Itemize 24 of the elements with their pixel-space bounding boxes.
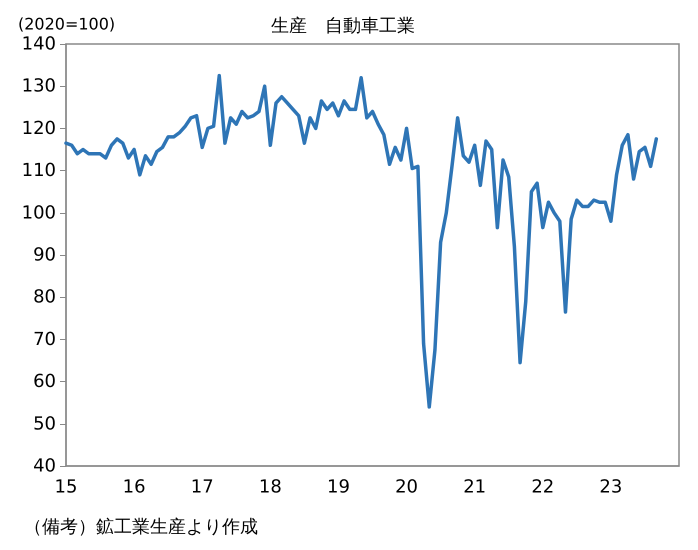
y-axis-title: (2020=100) [18,14,116,34]
x-tick-label: 20 [395,476,418,498]
x-tick-label: 16 [122,476,146,498]
y-tick-label: 130 [22,76,56,97]
text: （備考）鉱工業生産より作成 [24,516,258,538]
y-tick-label: 70 [33,328,56,350]
y-tick-label: 140 [22,34,56,54]
y-tick-label: 60 [33,371,56,392]
y-tick-label: 120 [22,118,56,139]
x-tick-label: 17 [190,476,214,498]
x-tick-label: 15 [54,476,78,498]
x-tick-label: 19 [326,476,350,498]
y-tick-label: 50 [33,413,56,434]
line-series [64,74,658,409]
y-tick-label: 90 [33,244,56,266]
y-tick-label: 80 [33,286,56,308]
chart-title: 生産 自動車工業 [271,16,415,36]
y-tick-label: 100 [22,202,56,224]
x-tick-label: 21 [463,476,486,498]
x-tick-label: 22 [531,476,554,498]
x-tick-label: 18 [258,476,282,498]
y-tick-label: 40 [33,456,56,476]
y-tick-label: 110 [22,160,56,182]
x-tick-label: 23 [599,476,622,498]
